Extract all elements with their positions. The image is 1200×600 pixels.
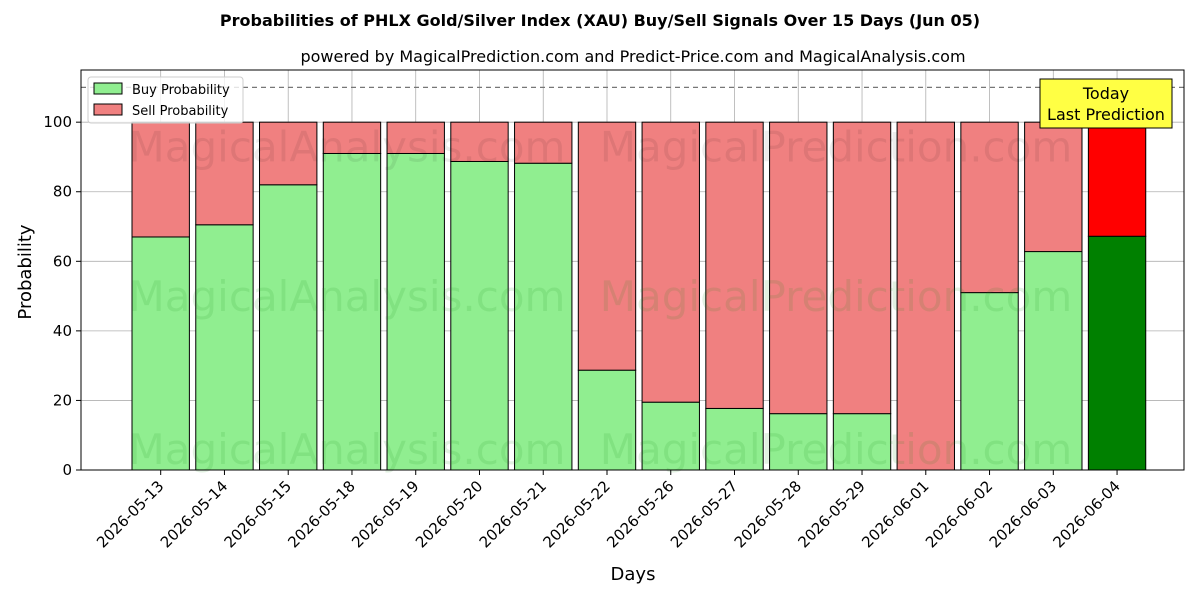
bar-buy-2026-05-29 bbox=[832, 413, 892, 471]
watermark-left: MagicalAnalysis.com bbox=[129, 425, 566, 474]
bar-sell-2026-05-18 bbox=[322, 121, 382, 154]
y-tick-label: 40 bbox=[53, 322, 72, 340]
bar-sell-2026-05-13 bbox=[131, 121, 190, 238]
bar-sell-2026-06-01 bbox=[896, 121, 955, 471]
bar-buy-2026-05-20 bbox=[450, 160, 509, 471]
last-prediction-label: Last Prediction bbox=[1047, 105, 1165, 124]
legend-label-sell: Sell Probability bbox=[132, 104, 229, 119]
bar-sell-2026-05-20 bbox=[450, 121, 509, 162]
x-tick-label: 2026-06-01 bbox=[858, 477, 932, 551]
bars bbox=[131, 121, 1147, 471]
watermark-right: MagicalPrediction.com bbox=[600, 272, 1073, 321]
today-box bbox=[1039, 78, 1173, 129]
y-tick-label: 60 bbox=[53, 252, 72, 270]
x-tick-label: 2026-06-04 bbox=[1050, 477, 1124, 551]
x-tick-label: 2026-05-15 bbox=[221, 477, 295, 551]
bar-sell-2026-05-19 bbox=[386, 121, 445, 154]
bar-buy-2026-05-22 bbox=[577, 369, 637, 471]
bar-buy-2026-05-21 bbox=[514, 162, 573, 471]
bar-sell-2026-06-03 bbox=[1024, 121, 1083, 253]
bar-buy-2026-05-15 bbox=[259, 184, 318, 471]
x-tick-label: 2026-05-20 bbox=[412, 477, 486, 551]
bar-sell-2026-05-21 bbox=[514, 121, 573, 164]
plot-frame bbox=[80, 69, 1185, 471]
bar-sell-2026-05-14 bbox=[195, 121, 254, 226]
bar-buy-2026-05-19 bbox=[386, 152, 445, 471]
x-ticks: 2026-05-132026-05-142026-05-152026-05-18… bbox=[93, 470, 1124, 551]
watermarks: MagicalAnalysis.com MagicalPrediction.com… bbox=[129, 123, 1073, 475]
bar-sell-2026-05-22 bbox=[577, 121, 637, 371]
y-tick-label: 100 bbox=[43, 113, 72, 131]
watermark-left: MagicalAnalysis.com bbox=[129, 123, 566, 172]
x-tick-label: 2026-05-13 bbox=[93, 477, 167, 551]
legend: Buy Probability Sell Probability bbox=[87, 76, 244, 124]
x-tick-label: 2026-05-26 bbox=[603, 477, 677, 551]
y-tick-label: 20 bbox=[53, 391, 72, 409]
bar-buy-2026-05-28 bbox=[769, 413, 828, 471]
today-label: Today bbox=[1082, 84, 1129, 103]
x-tick-label: 2026-05-27 bbox=[667, 477, 741, 551]
bar-buy-2026-06-04 bbox=[1087, 235, 1147, 471]
y-tick-label: 80 bbox=[53, 183, 72, 201]
legend-swatch-buy bbox=[93, 82, 123, 95]
x-tick-label: 2026-05-14 bbox=[157, 477, 231, 551]
legend-box bbox=[87, 76, 244, 124]
bar-sell-2026-06-02 bbox=[960, 121, 1019, 294]
x-tick-label: 2026-06-02 bbox=[922, 477, 996, 551]
x-tick-label: 2026-05-19 bbox=[348, 477, 422, 551]
legend-label-buy: Buy Probability bbox=[132, 83, 230, 98]
x-tick-label: 2026-05-29 bbox=[794, 477, 868, 551]
x-tick-label: 2026-05-18 bbox=[284, 477, 358, 551]
chart-subtitle: powered by MagicalPrediction.com and Pre… bbox=[300, 47, 965, 66]
bar-buy-2026-05-27 bbox=[705, 407, 764, 471]
x-axis-label: Days bbox=[611, 564, 656, 585]
legend-swatch-sell bbox=[93, 103, 123, 116]
bar-sell-2026-05-28 bbox=[769, 121, 828, 415]
today-annotation: Today Last Prediction bbox=[1039, 78, 1173, 129]
watermark-left: MagicalAnalysis.com bbox=[129, 272, 566, 321]
bar-sell-2026-05-26 bbox=[641, 121, 700, 403]
bar-sell-2026-06-04 bbox=[1087, 121, 1147, 237]
y-ticks: 0 20 40 60 80 100 bbox=[43, 113, 81, 479]
chart-title: Probabilities of PHLX Gold/Silver Index … bbox=[220, 11, 980, 30]
bar-buy-2026-06-02 bbox=[960, 292, 1019, 471]
x-tick-label: 2026-05-22 bbox=[539, 477, 613, 551]
x-tick-label: 2026-06-03 bbox=[986, 477, 1060, 551]
y-tick-label: 0 bbox=[62, 461, 72, 479]
bar-sell-2026-05-27 bbox=[705, 121, 764, 409]
watermark-right: MagicalPrediction.com bbox=[600, 425, 1073, 474]
axes bbox=[80, 69, 1185, 471]
x-tick-label: 2026-05-28 bbox=[731, 477, 805, 551]
y-axis-label: Probability bbox=[15, 224, 36, 319]
bar-buy-2026-05-26 bbox=[641, 401, 700, 471]
bar-sell-2026-05-29 bbox=[832, 121, 892, 415]
watermark-right: MagicalPrediction.com bbox=[600, 123, 1073, 172]
bar-sell-2026-05-15 bbox=[259, 121, 318, 186]
bar-buy-2026-05-18 bbox=[322, 152, 382, 471]
x-tick-label: 2026-05-21 bbox=[476, 477, 550, 551]
